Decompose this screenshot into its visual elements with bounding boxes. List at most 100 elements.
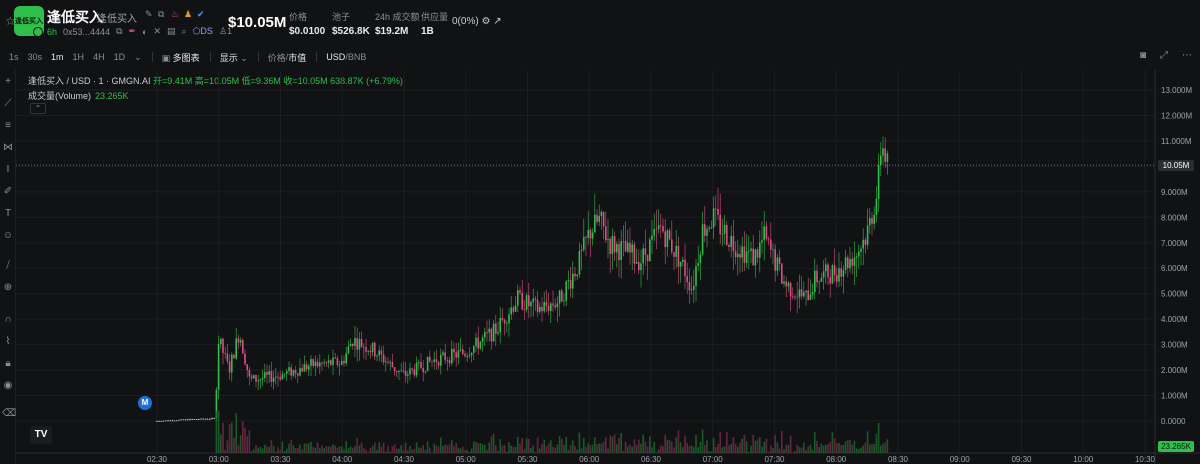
volume-bar [435,445,438,453]
candle-body [640,263,642,271]
timeframe-1s[interactable]: 1s [9,52,19,62]
candle-body [866,225,869,245]
magnet-icon[interactable]: ∩ [4,314,12,325]
x-tick-label: 10:30 [1135,455,1156,464]
ds-badge[interactable]: ⬠DS [192,26,213,36]
pattern-icon[interactable]: ⋈ [3,142,13,153]
candle-body [706,228,708,236]
candle-body [327,360,330,363]
volume-bar [693,447,695,453]
candle-body [176,420,178,422]
candle-body [281,374,284,380]
token-address[interactable]: 0x53...4444 [63,26,111,37]
timeframe-30s[interactable]: 30s [27,52,43,62]
ruler-icon[interactable]: ⧸ [6,260,10,271]
volume-bar [721,447,724,453]
external-link-icon[interactable]: ↗ [493,16,502,27]
volume-bar [517,436,519,453]
candle-body [545,302,548,306]
timeframe-1m[interactable]: 1m [51,52,64,62]
mcap-toggle[interactable]: 市值 [288,52,307,63]
candle-body [396,370,398,373]
volume-bar [257,447,259,453]
fullscreen-icon[interactable]: ⤢ [1160,50,1168,61]
usd-toggle[interactable]: USD [326,52,346,62]
volume-bar [457,447,460,453]
settings-icon[interactable]: ⚙ [481,16,491,27]
trash-icon[interactable]: ⌫ [2,408,17,419]
zoom-in-icon[interactable]: ⊕ [3,282,13,293]
volume-bar [292,445,295,453]
candle-body [668,230,671,240]
candle-body [607,238,609,241]
candle-body [492,323,495,342]
crosshair-icon[interactable]: + [5,76,11,87]
candle-body [235,338,237,359]
twitter-icon[interactable]: ✕ [153,26,162,36]
volume-bar [651,447,653,453]
volume-bar [255,444,257,453]
volume-bar [745,441,748,453]
candle-body [506,323,508,325]
holders-icon[interactable]: ♙1 [218,26,233,36]
collapse-legend-button[interactable]: ⌃ [30,103,46,114]
tradingview-logo[interactable]: TV [30,426,52,444]
candle-body [743,246,746,263]
multi-chart-button[interactable]: ▣ 多图表 [161,52,200,63]
feather-icon[interactable]: ✒ [128,26,137,36]
candle-body [688,282,691,291]
display-button[interactable]: 显示 ⌄ [219,52,248,63]
brush-icon[interactable]: ✐ [3,186,13,197]
search-icon[interactable]: ⌕ [181,26,187,36]
fib-icon[interactable]: Ⅰ [6,164,10,175]
candle-body [330,360,332,365]
trendline-icon[interactable]: ⟋ [4,98,12,109]
candle-body [653,229,655,236]
horizontal-lines-icon[interactable]: ≡ [5,120,11,131]
lock-icon[interactable]: 🔒︎ [5,358,11,369]
copy-icon[interactable]: ⧉ [158,9,165,19]
lock-drawing-icon[interactable]: ⌇ [5,336,11,347]
telegram-icon[interactable]: ▤ [167,26,176,36]
migration-marker[interactable]: M [138,396,152,410]
volume-bar [565,437,567,453]
candle-body [429,356,431,362]
candle-body [853,257,856,266]
x-tick-label: 10:00 [1073,455,1094,464]
bnb-toggle[interactable]: BNB [347,52,367,62]
volume-bar [220,434,222,453]
text-icon[interactable]: T [4,208,12,219]
copy-address-icon[interactable]: ⧉ [116,26,123,36]
volume-bar [290,439,292,453]
candle-body [305,364,308,370]
volume-bar [796,445,798,453]
camera-icon[interactable]: ◙ [1139,50,1146,61]
volume-bar [250,451,253,453]
eye-icon[interactable]: ◉ [3,380,13,391]
candle-body [310,359,312,366]
candle-body [512,307,515,312]
timeframe-4h[interactable]: 4H [93,52,105,62]
candle-body [789,282,792,297]
volume-bar [748,451,750,453]
candle-body [173,420,176,422]
chevron-down-icon[interactable]: ⌄ [134,51,142,62]
edit-icon[interactable]: ✎ [145,9,153,19]
star-icon[interactable]: ☆ [5,14,16,28]
timeframe-1d[interactable]: 1D [113,52,126,62]
candle-body [712,208,715,228]
candle-body [264,372,266,379]
volume-bar [345,441,347,453]
volume-bar [730,444,732,453]
candle-body [618,244,620,261]
candle-body [352,344,354,346]
x-tick-label: 06:00 [579,455,600,464]
timeframe-1h[interactable]: 1H [72,52,85,62]
globe-icon[interactable]: ◐ [142,26,148,37]
x-tick-label: 08:30 [888,455,909,464]
more-icon[interactable]: ⋯ [1182,50,1192,61]
emoji-icon[interactable]: ☺ [2,230,14,241]
price-toggle[interactable]: 价格 [267,52,286,63]
volume-bar [849,439,851,453]
